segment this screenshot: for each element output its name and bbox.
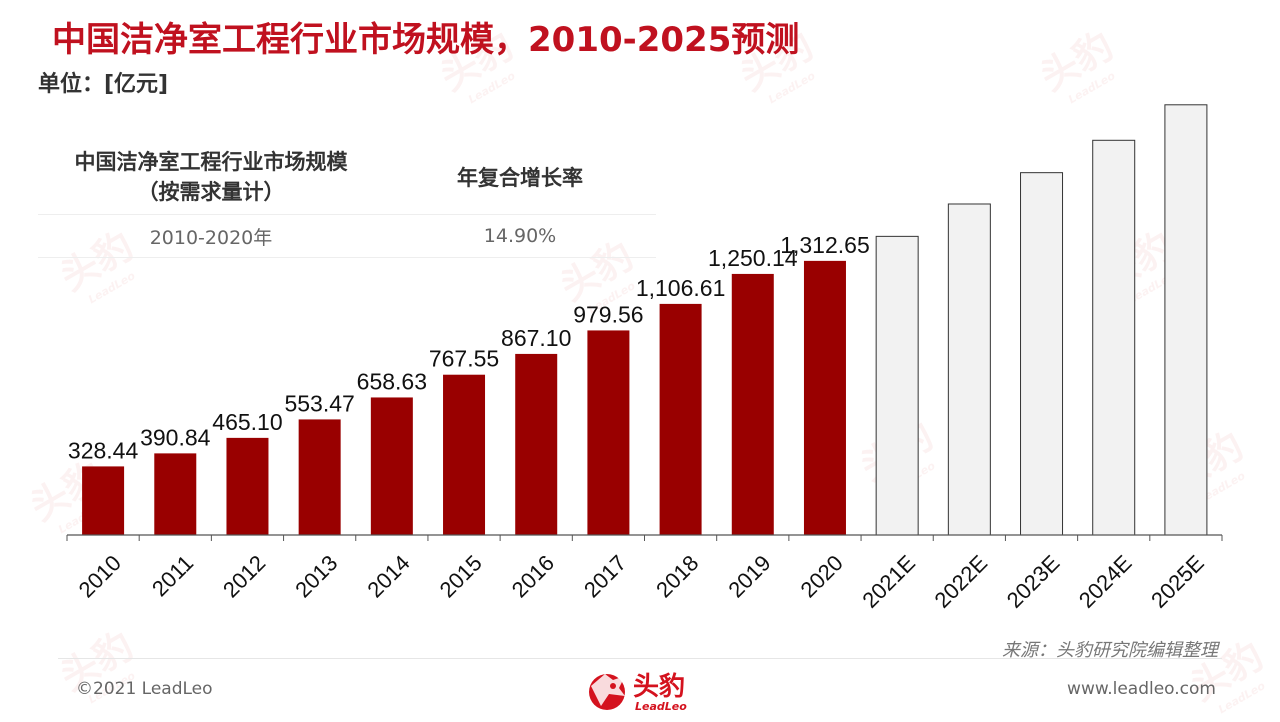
bar-2011	[154, 453, 197, 535]
unit-label: 单位：[亿元]	[38, 72, 169, 97]
table-row: 2010-2020年 14.90%	[38, 215, 656, 258]
x-tick-label-2015: 2015	[435, 550, 487, 602]
cagr-table-header: 中国洁净室工程行业市场规模（按需求量计） 年复合增长率	[38, 140, 656, 215]
data-label-2010: 328.44	[68, 437, 139, 463]
bar-2016	[515, 353, 558, 535]
bar-2025E	[1164, 104, 1208, 536]
data-labels-group: 328.44390.84465.10553.47658.63767.55867.…	[68, 232, 870, 464]
bar-2020	[803, 260, 846, 535]
bar-2015	[443, 374, 486, 535]
bar-2023E	[1020, 172, 1064, 536]
logo-text: 头豹	[633, 672, 686, 702]
x-tick-label-2011: 2011	[147, 550, 198, 601]
website-link[interactable]: www.leadleo.com	[1067, 679, 1216, 699]
data-label-2015: 767.55	[429, 346, 499, 372]
bars-group	[82, 104, 1208, 536]
x-tick-label-2013: 2013	[290, 550, 342, 602]
x-tick-label-2016: 2016	[507, 550, 559, 602]
bar-2021E	[875, 235, 919, 536]
copyright-text: ©2021 LeadLeo	[76, 679, 213, 699]
data-label-2014: 658.63	[357, 368, 427, 394]
x-tick-label-2021E: 2021E	[857, 550, 920, 613]
bar-2018	[659, 303, 702, 535]
cagr-rate: 14.90%	[483, 225, 557, 247]
data-label-2013: 553.47	[284, 390, 354, 416]
footer-divider	[58, 658, 1222, 659]
bar-2010	[82, 466, 125, 535]
x-tick-label-2025E: 2025E	[1146, 550, 1209, 613]
leadleo-logo: 头豹 LeadLeo	[583, 666, 703, 718]
bar-2022E	[947, 203, 991, 536]
leopard-icon	[589, 674, 625, 710]
data-label-2019: 1,250.14	[708, 245, 798, 271]
x-tick-label-2020: 2020	[796, 550, 848, 602]
cagr-header-rate: 年复合增长率	[457, 166, 583, 190]
x-tick-label-2012: 2012	[218, 550, 270, 602]
x-tick-labels-group: 2010 2011 2012 2013 2014 2015 2016 2017 2018 2019…	[66, 535, 1223, 613]
bar-2012	[226, 437, 269, 535]
x-tick-label-2023E: 2023E	[1002, 550, 1065, 613]
data-label-2016: 867.10	[501, 325, 571, 351]
bar-2024E	[1092, 139, 1136, 536]
bar-2013	[298, 419, 341, 535]
x-tick-label-2010: 2010	[74, 550, 126, 602]
bar-2014	[370, 397, 413, 535]
x-tick-label-2019: 2019	[723, 550, 775, 602]
cagr-table: 中国洁净室工程行业市场规模（按需求量计） 年复合增长率 2010-2020年 1…	[38, 140, 656, 258]
x-tick-label-2017: 2017	[579, 550, 631, 602]
x-tick-label-2022E: 2022E	[930, 550, 993, 613]
data-label-2012: 465.10	[212, 409, 282, 435]
x-tick-label-2014: 2014	[362, 550, 414, 602]
bar-2017	[587, 330, 630, 535]
x-tick-label-2024E: 2024E	[1074, 550, 1137, 613]
source-note: 来源：头豹研究院编辑整理	[1002, 640, 1218, 661]
logo-subtext: LeadLeo	[635, 700, 687, 713]
page-title: 中国洁净室工程行业市场规模，2010-2025预测	[52, 20, 800, 60]
cagr-period: 2010-2020年	[149, 226, 273, 249]
data-label-2017: 979.56	[573, 301, 643, 327]
x-tick-label-2018: 2018	[651, 550, 703, 602]
data-label-2020: 1,312.65	[780, 232, 870, 258]
bar-2019	[731, 273, 774, 535]
data-label-2018: 1,106.61	[636, 275, 726, 301]
data-label-2011: 390.84	[140, 424, 211, 450]
cagr-header-market: 中国洁净室工程行业市场规模（按需求量计）	[74, 150, 348, 204]
